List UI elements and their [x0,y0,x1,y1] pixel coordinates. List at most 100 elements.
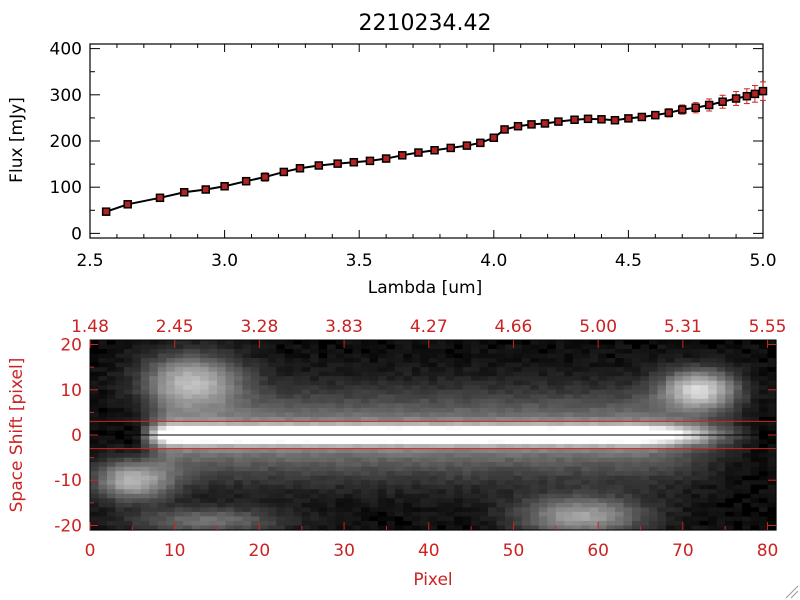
heatmap-cell [521,466,531,472]
heatmap-cell [648,403,659,409]
heatmap-cell [530,484,540,490]
heatmap-cell [648,425,659,432]
heatmap-cell [496,425,506,432]
heatmap-cell [276,362,286,368]
spectrum-point [513,121,523,131]
heatmap-cell [335,425,345,432]
heatmap-cell [479,462,489,468]
heatmap-cell [208,394,218,400]
heatmap-cell [115,362,125,368]
heatmap-cell [90,471,100,477]
heatmap-cell [157,507,167,513]
heatmap-cell [166,407,176,413]
heatmap-cell [115,448,125,454]
heatmap-cell [759,493,769,499]
heatmap-cell [640,466,650,472]
heatmap-cell [132,484,142,490]
heatmap-cell [471,448,481,454]
heatmap-cell [335,367,345,373]
heatmap-cell [598,453,608,459]
heatmap-cell [183,344,193,350]
heatmap-cell [293,376,303,382]
heatmap-cell [640,353,650,359]
heatmap-cell [555,380,565,386]
heatmap-cell [598,394,608,400]
heatmap-cell [750,358,760,364]
heatmap-cell [454,448,464,454]
heatmap-cell [725,394,735,400]
heatmap-cell [174,453,184,459]
heatmap-cell [742,453,752,459]
heatmap-cell [149,489,159,495]
heatmap-cell [598,457,608,463]
heatmap-cell [183,480,193,486]
heatmap-cell [445,435,455,441]
heatmap-cell [293,398,303,404]
heatmap-cell [699,340,709,346]
heatmap-cell [318,407,328,413]
heatmap-cell [98,471,108,477]
heatmap-cell [632,448,642,454]
heatmap-cell [259,471,269,477]
heatmap-cell [428,358,438,364]
heatmap-cell [183,493,193,499]
heatmap-cell [352,376,362,382]
heatmap-cell [462,344,472,350]
spectrum-point [677,105,687,114]
heatmap-cell [115,453,125,459]
heatmap-cell [174,516,184,522]
heatmap-cell [538,389,548,395]
heatmap-cell [462,371,472,377]
heatmap-cell [166,489,176,495]
heatmap-cell [318,344,328,350]
heatmap-cell [589,403,599,409]
spectrum-point [333,159,342,168]
heatmap-cell [648,376,659,382]
heatmap-cell [674,349,684,355]
heatmap-cell [606,403,616,409]
heatmap-cell [513,425,523,432]
heatmap-cell [284,493,294,499]
heatmap-cell [411,421,421,427]
heatmap-cell [445,349,455,355]
heatmap-cell [648,380,659,386]
heatmap-cell [259,398,269,404]
heatmap-cell [454,340,464,346]
heatmap-cell [208,448,218,454]
heatmap-cell [725,435,735,441]
heatmap-cell [454,453,464,459]
heatmap-cell [547,511,557,518]
heatmap-cell [301,416,311,423]
heatmap-cell [166,435,176,441]
heatmap-cell [742,403,752,409]
heatmap-cell [225,344,235,350]
heatmap-cell [293,358,303,364]
heatmap-cell [335,466,345,472]
heatmap-cell [581,421,591,427]
heatmap-cell [166,511,176,518]
heatmap-cell [200,416,210,423]
heatmap-cell [394,462,404,468]
heatmap-cell [767,367,777,373]
heatmap-cell [132,412,142,418]
heatmap-cell [572,349,582,355]
heatmap-cell [386,340,396,346]
heatmap-cell [123,453,133,459]
heatmap-cell [174,403,184,409]
heatmap-cell [267,349,277,355]
resize-grip-icon[interactable] [785,585,799,599]
heatmap-cell [437,349,447,355]
heatmap-cell [174,466,184,472]
heatmap-cell [606,453,616,459]
heatmap-cell [276,439,286,445]
heatmap-cell [394,471,404,477]
heatmap-cell [682,475,692,481]
heatmap-cell [733,435,743,441]
heatmap-cell [725,362,735,368]
heatmap-cell [437,520,447,527]
heatmap-cell [742,412,752,418]
heatmap-cell [293,430,303,436]
heatmap-cell [445,425,455,432]
heatmap-cell [674,358,684,364]
heatmap-cell [115,471,125,477]
